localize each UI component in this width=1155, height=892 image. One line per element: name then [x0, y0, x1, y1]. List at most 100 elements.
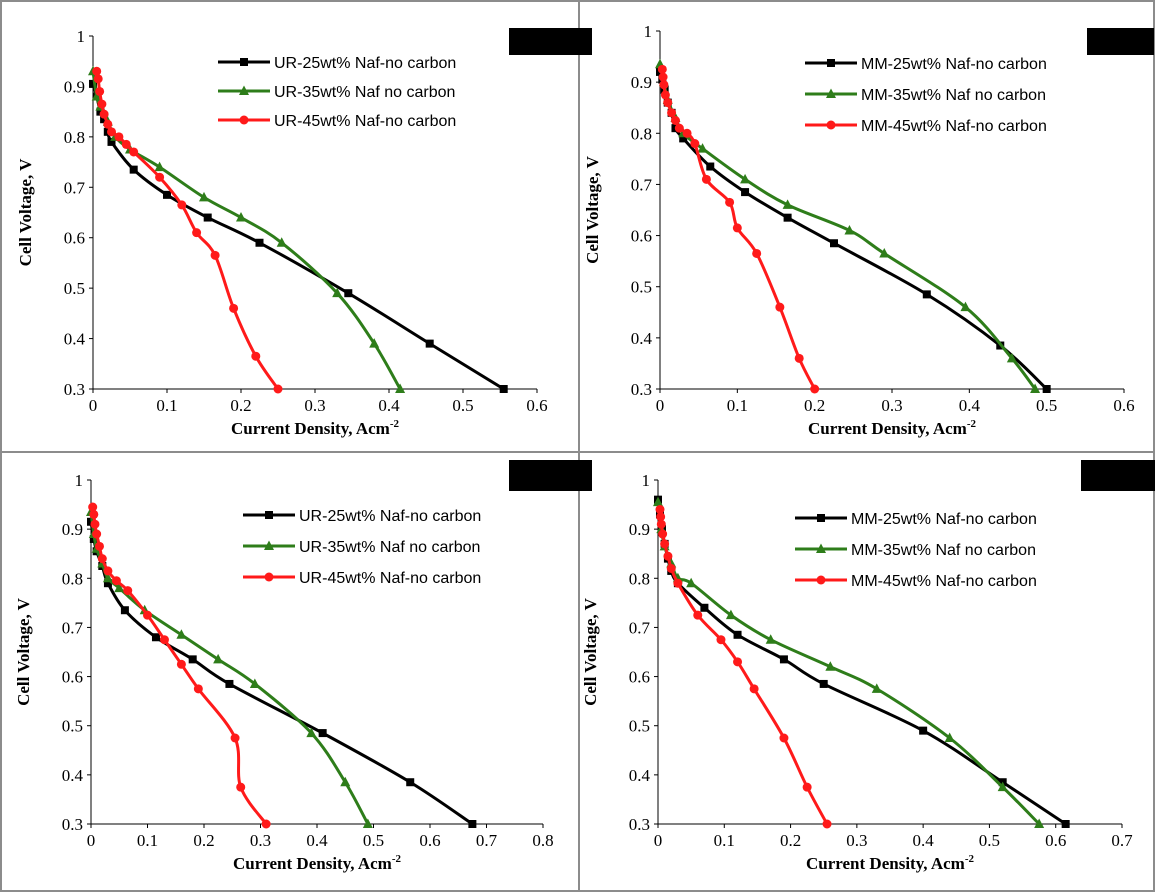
data-point: [693, 610, 703, 620]
legend-label: UR-25wt% Naf-no carbon: [299, 508, 481, 525]
series-2: [655, 58, 1041, 393]
data-point: [779, 655, 788, 664]
chart-panel-1: 0.3 0.4 0.5 0.6 0.7 0.8 0.9 1 0 0.1 0.2 0.3 0.4 0.5 0.…: [16, 27, 592, 438]
series-3: [655, 504, 832, 829]
y-tick-label: 0.6: [631, 227, 652, 246]
x-tick-label: 0.3: [304, 396, 325, 415]
redaction-block: [1087, 28, 1154, 55]
data-point: [120, 606, 129, 615]
x-tick-label: 0.1: [156, 396, 177, 415]
data-point: [657, 64, 667, 74]
data-point: [1034, 818, 1045, 828]
x-tick-label: 0.2: [193, 831, 214, 850]
data-point: [706, 162, 715, 171]
x-tick-label: 0.6: [419, 831, 440, 850]
legend-swatch-marker: [816, 575, 826, 585]
data-point: [779, 733, 789, 743]
data-point: [659, 80, 669, 90]
y-tick-label: 0.5: [629, 717, 650, 736]
data-point: [97, 99, 107, 109]
y-tick-label: 0.4: [631, 329, 653, 348]
legend-label: MM-45wt% Naf-no carbon: [861, 118, 1047, 135]
y-tick-label: 0.9: [629, 520, 650, 539]
data-point: [1042, 385, 1051, 393]
y-axis-title: Cell Voltage, V: [14, 597, 33, 706]
data-point: [103, 579, 112, 588]
data-point: [844, 224, 855, 235]
x-axis-title: Current Density, Acm-2: [231, 418, 399, 438]
series-3: [657, 64, 820, 394]
x-axis-title: Current Density, Acm-2: [808, 418, 976, 438]
y-tick-label: 0.8: [631, 124, 652, 143]
y-tick-label: 0.3: [64, 380, 85, 399]
data-point: [682, 128, 692, 138]
x-tick-label: 0.2: [230, 396, 251, 415]
legend-item: MM-45wt% Naf-no carbon: [795, 573, 1037, 590]
y-axis-title: Cell Voltage, V: [16, 158, 35, 267]
series-line: [658, 507, 829, 826]
x-tick-label: 0: [654, 831, 663, 850]
legend-swatch-marker: [817, 514, 825, 522]
legend: UR-25wt% Naf-no carbon UR-35wt% Naf no ca…: [218, 55, 456, 130]
data-point: [663, 98, 673, 108]
data-point: [700, 603, 709, 612]
y-tick-label: 0.7: [64, 178, 86, 197]
data-point: [468, 820, 477, 828]
data-point: [674, 123, 684, 133]
data-point: [163, 190, 171, 199]
y-tick-label: 1: [642, 471, 651, 490]
data-point: [99, 109, 109, 119]
data-point: [91, 91, 102, 101]
data-point: [783, 213, 792, 222]
y-tick-label: 0.7: [62, 618, 84, 637]
x-tick-label: 0.3: [250, 831, 271, 850]
legend-item: UR-35wt% Naf no carbon: [243, 539, 480, 556]
chart-panel-4: 0.3 0.4 0.5 0.6 0.7 0.8 0.9 1 0 0.1 0.2 0.3 0.4 0.5 0.…: [581, 460, 1155, 873]
x-tick-label: 0.5: [1036, 396, 1057, 415]
legend-swatch-marker: [265, 511, 273, 519]
x-tick-label: 0.1: [714, 831, 735, 850]
legend-item: MM-35wt% Naf no carbon: [795, 542, 1036, 559]
y-tick-label: 0.9: [62, 520, 83, 539]
x-axis-title-main: Current Density, Acm: [231, 419, 390, 438]
legend-swatch-marker: [826, 88, 836, 98]
legend-swatch-marker: [239, 115, 249, 125]
x-tick-label: 0.2: [804, 396, 825, 415]
y-axis-title: Cell Voltage, V: [583, 155, 602, 264]
data-point: [395, 383, 406, 393]
data-point: [667, 108, 677, 118]
data-point: [944, 732, 955, 742]
legend: UR-25wt% Naf-no carbon UR-35wt% Naf no ca…: [243, 508, 481, 587]
data-point: [318, 729, 327, 738]
redaction-block: [509, 28, 592, 55]
charts-layer: 0.3 0.4 0.5 0.6 0.7 0.8 0.9 1 0 0.1 0.2 0.3 0.4 0.5 0.…: [14, 22, 1155, 873]
data-point: [741, 188, 750, 197]
data-point: [765, 634, 776, 644]
data-point: [111, 576, 121, 586]
data-point: [658, 72, 668, 82]
data-point: [88, 502, 98, 512]
x-tick-label: 0.7: [1111, 831, 1133, 850]
y-tick-label: 0.7: [631, 175, 653, 194]
legend: MM-25wt% Naf-no carbon MM-35wt% Naf no ca…: [805, 56, 1047, 135]
legend-swatch-marker: [816, 543, 826, 553]
data-point: [749, 684, 759, 694]
y-tick-label: 0.3: [631, 380, 652, 399]
data-point: [251, 351, 261, 361]
y-tick-label: 0.5: [64, 279, 85, 298]
data-point: [871, 683, 882, 693]
data-point: [716, 635, 726, 645]
x-axis-title-main: Current Density, Acm: [806, 854, 965, 873]
legend-item: MM-25wt% Naf-no carbon: [805, 56, 1047, 73]
legend-label: UR-35wt% Naf no carbon: [299, 539, 480, 556]
data-point: [236, 212, 246, 222]
data-point: [1006, 352, 1017, 363]
y-tick-label: 0.8: [62, 569, 83, 588]
data-point: [123, 586, 133, 596]
legend-label: UR-45wt% Naf-no carbon: [274, 113, 456, 130]
y-tick-label: 1: [77, 27, 86, 46]
data-point: [114, 132, 124, 142]
x-tick-label: 0.3: [846, 831, 867, 850]
